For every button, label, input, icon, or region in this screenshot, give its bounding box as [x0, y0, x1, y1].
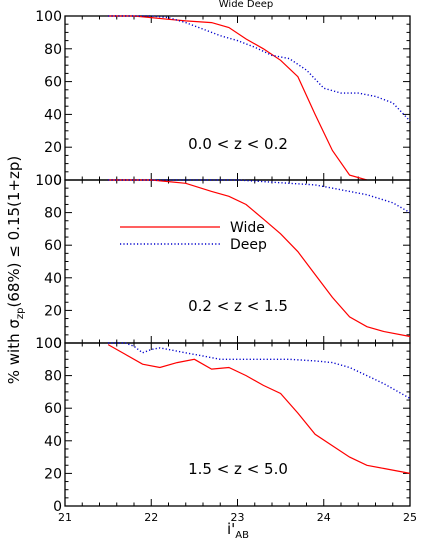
- y-tick-label: 0: [53, 336, 62, 352]
- y-axis-label-sub: zp: [15, 308, 26, 320]
- x-tick-label: 25: [403, 511, 417, 524]
- series-line-wide: [108, 179, 411, 338]
- y-tick-label: 80: [44, 206, 62, 222]
- x-axis-label-main: i': [227, 520, 235, 538]
- y-axis-label: % with σzp(68%) ≤ 0.15(1+zp): [5, 156, 26, 385]
- x-tick-label: 22: [144, 511, 158, 524]
- y-tick-label: 40: [44, 434, 62, 450]
- series-line-deep: [108, 15, 411, 122]
- y-tick-label: 20: [44, 466, 62, 482]
- y-tick-label: 80: [44, 42, 62, 58]
- y-tick-label: 80: [44, 369, 62, 385]
- panel-frame: [64, 179, 411, 344]
- y-tick-label: 100: [35, 336, 62, 352]
- series-line-wide: [107, 344, 411, 474]
- y-axis-label-suffix: (68%) ≤ 0.15(1+zp): [5, 156, 23, 308]
- panel-2: 0 20 40 60 80 100 0.2 < z < 1.5: [35, 173, 411, 352]
- y-tick-label: 0: [53, 499, 62, 515]
- y-tick-label: 60: [44, 75, 62, 91]
- y-tick-label: 60: [44, 238, 62, 254]
- panel-1: 0 20 40 60 80 100 0.0 < z < 0.2: [35, 9, 411, 189]
- legend-label-deep: Deep: [230, 237, 267, 253]
- y-tick-label: 20: [44, 140, 62, 156]
- y-tick-label: 0: [53, 173, 62, 189]
- panels-layer: 0 20 40 60 80 100 0.0 < z < 0.2 0 20 40 60 80 100 0.2…: [35, 9, 411, 515]
- x-tick-label: 23: [231, 511, 245, 524]
- legend-label-wide: Wide: [230, 220, 265, 236]
- y-tick-label: 20: [44, 303, 62, 319]
- y-tick-label: 40: [44, 107, 62, 123]
- chart-title: Wide Deep: [219, 0, 273, 10]
- panel-frame: [64, 342, 411, 507]
- x-tick-label: 21: [58, 511, 72, 524]
- panel-range-label: 0.0 < z < 0.2: [188, 135, 288, 153]
- y-tick-label: 40: [44, 271, 62, 287]
- series-line-wide: [108, 15, 368, 181]
- panel-range-label: 1.5 < z < 5.0: [188, 460, 288, 478]
- x-tick-labels: 21 22 23 24 25: [58, 511, 417, 524]
- panel-3: 0 20 40 60 80 100 1.5 < z < 5.0: [35, 336, 411, 515]
- series-line-deep: [108, 342, 411, 400]
- series-line-deep: [108, 179, 411, 214]
- y-tick-label: 100: [35, 173, 62, 189]
- x-axis-label-sub: AB: [235, 530, 249, 541]
- y-axis-label-prefix: % with σ: [5, 319, 23, 385]
- y-tick-label: 60: [44, 401, 62, 417]
- x-axis-label: i'AB: [227, 520, 249, 541]
- x-tick-label: 24: [317, 511, 331, 524]
- y-tick-label: 100: [35, 9, 62, 25]
- panel-range-label: 0.2 < z < 1.5: [188, 297, 288, 315]
